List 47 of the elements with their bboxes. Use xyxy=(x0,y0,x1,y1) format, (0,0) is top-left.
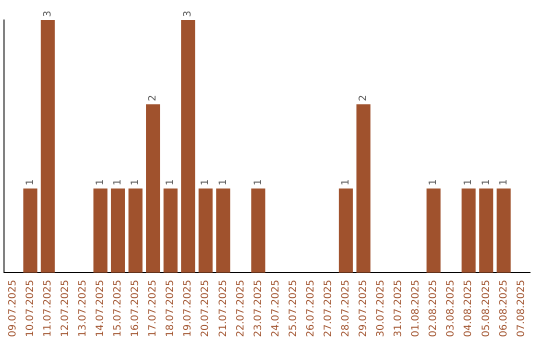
data-label: 1 xyxy=(112,179,124,186)
x-tick-label: 30.07.2025 xyxy=(376,280,387,338)
x-tick-label: 16.07.2025 xyxy=(130,280,142,338)
x-tick-label: 27.07.2025 xyxy=(322,280,334,338)
x-tick-label: 19.07.2025 xyxy=(182,280,194,338)
data-label: 1 xyxy=(252,179,264,186)
data-label: 1 xyxy=(463,179,474,186)
data-label: 1 xyxy=(218,179,229,186)
x-tick-label: 13.07.2025 xyxy=(77,280,88,338)
x-tick-label: 01.08.2025 xyxy=(410,280,422,338)
x-tick-label: 21.07.2025 xyxy=(218,280,229,338)
data-label: 3 xyxy=(182,10,194,17)
x-tick-label: 29.07.2025 xyxy=(358,280,370,338)
data-label: 1 xyxy=(200,179,212,186)
x-tick-label: 03.08.2025 xyxy=(446,280,457,338)
data-label: 1 xyxy=(95,179,106,186)
x-tick-label: 05.08.2025 xyxy=(480,280,492,338)
data-label: 1 xyxy=(165,179,176,186)
x-tick-label: 04.08.2025 xyxy=(463,280,474,338)
x-tick-label: 12.07.2025 xyxy=(60,280,71,338)
data-label: 1 xyxy=(498,179,510,186)
x-tick-label: 11.07.2025 xyxy=(42,280,54,338)
data-label: 1 xyxy=(130,179,142,186)
data-label: 1 xyxy=(340,179,352,186)
data-label: 1 xyxy=(24,179,36,186)
data-label: 3 xyxy=(42,10,54,17)
x-tick-label: 23.07.2025 xyxy=(252,280,264,338)
x-tick-label: 25.07.2025 xyxy=(288,280,299,338)
x-tick-label: 06.08.2025 xyxy=(498,280,510,338)
x-tick-label: 24.07.2025 xyxy=(270,280,282,338)
x-tick-label: 17.07.2025 xyxy=(148,280,159,338)
data-label: 2 xyxy=(148,94,159,102)
x-tick-label: 28.07.2025 xyxy=(340,280,352,338)
x-tick-label: 15.07.2025 xyxy=(112,280,124,338)
x-tick-label: 14.07.2025 xyxy=(95,280,106,338)
x-tick-label: 09.07.2025 xyxy=(7,280,18,338)
x-tick-label: 31.07.2025 xyxy=(393,280,404,338)
data-label: 2 xyxy=(358,94,370,102)
data-label: 1 xyxy=(480,179,492,186)
data-label: 1 xyxy=(428,179,440,186)
x-tick-label: 20.07.2025 xyxy=(200,280,212,338)
x-tick-label: 22.07.2025 xyxy=(235,280,246,338)
x-tick-label: 02.08.2025 xyxy=(428,280,440,338)
x-tick-label: 10.07.2025 xyxy=(24,280,36,338)
x-tick-label: 26.07.2025 xyxy=(305,280,316,338)
x-tick-label: 07.08.2025 xyxy=(516,280,527,338)
x-tick-label: 18.07.2025 xyxy=(165,280,176,338)
